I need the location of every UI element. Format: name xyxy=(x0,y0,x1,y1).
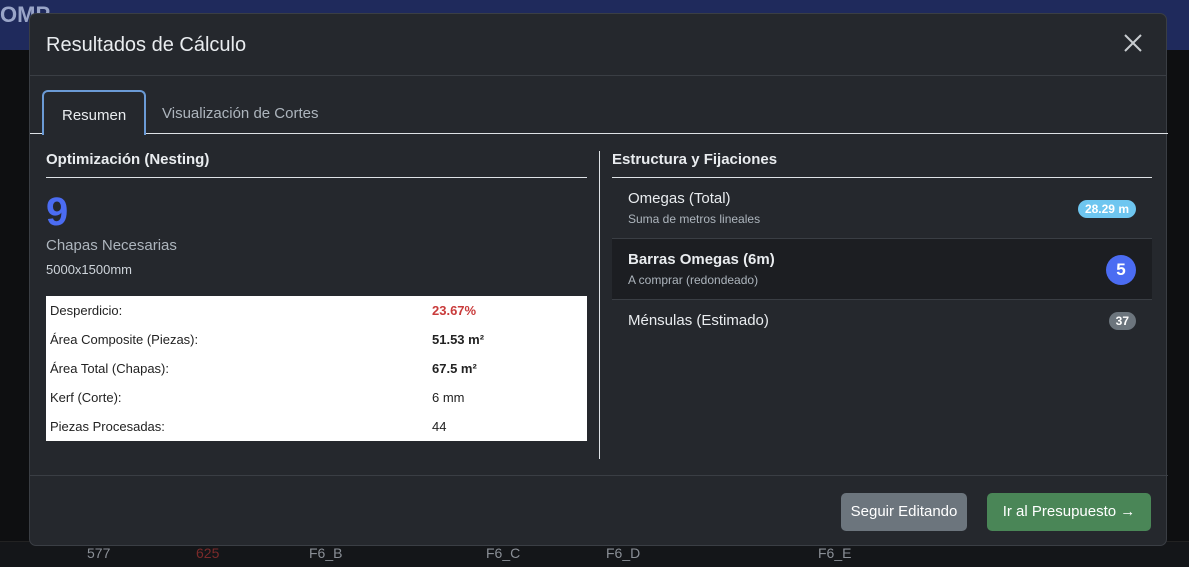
nesting-table: Desperdicio: 23.67% Área Composite (Pieza… xyxy=(46,296,587,441)
row-value: 51.53 m² xyxy=(432,332,485,347)
bg-label: 625 xyxy=(196,545,220,561)
table-row: Área Total (Chapas): 67.5 m² xyxy=(46,354,587,383)
row-label: Piezas Procesadas: xyxy=(50,419,165,434)
row-value: 23.67% xyxy=(432,303,477,318)
tab-bar: Resumen Visualización de Cortes xyxy=(30,90,1168,135)
item-name: Ménsulas (Estimado) xyxy=(628,312,769,329)
bg-label: F6_C xyxy=(486,545,521,561)
table-row: Área Composite (Piezas): 51.53 m² xyxy=(46,325,587,354)
row-label: Área Composite (Piezas): xyxy=(50,332,199,347)
sheets-label: Chapas Necesarias xyxy=(46,237,177,254)
table-row: Piezas Procesadas: 44 xyxy=(46,412,587,441)
bg-label: F6_E xyxy=(818,545,852,561)
row-label: Kerf (Corte): xyxy=(50,390,122,405)
bars-badge: 5 xyxy=(1106,255,1136,285)
item-sub: Suma de metros lineales xyxy=(628,212,761,226)
row-label: Área Total (Chapas): xyxy=(50,361,169,376)
nesting-heading: Optimización (Nesting) xyxy=(46,151,587,178)
omegas-badge: 28.29 m xyxy=(1077,200,1136,218)
brackets-badge: 37 xyxy=(1108,312,1136,330)
nesting-panel: Optimización (Nesting) 9 Chapas Necesari… xyxy=(46,151,587,441)
close-icon[interactable] xyxy=(1122,32,1144,54)
modal-footer: Seguir Editando Ir al Presupuesto → xyxy=(30,475,1168,547)
results-modal: Resultados de Cálculo Resumen Visualizac… xyxy=(29,13,1168,547)
column-divider xyxy=(599,151,600,459)
modal-title: Resultados de Cálculo xyxy=(46,34,247,56)
item-sub: A comprar (redondeado) xyxy=(628,273,759,287)
tab-visualizacion-cortes[interactable]: Visualización de Cortes xyxy=(162,105,319,122)
sheets-count: 9 xyxy=(46,190,69,234)
row-value: 6 mm xyxy=(432,390,465,405)
item-name: Omegas (Total) xyxy=(628,190,731,207)
modal-header: Resultados de Cálculo xyxy=(30,14,1166,76)
go-to-budget-button[interactable]: Ir al Presupuesto → xyxy=(987,493,1151,531)
list-item: Omegas (Total) Suma de metros lineales 2… xyxy=(612,178,1152,239)
row-value: 44 xyxy=(432,419,447,434)
list-item: Ménsulas (Estimado) 37 xyxy=(612,300,1152,361)
tab-resumen[interactable]: Resumen xyxy=(42,90,147,135)
row-value: 67.5 m² xyxy=(432,361,477,376)
table-row: Kerf (Corte): 6 mm xyxy=(46,383,587,412)
table-row: Desperdicio: 23.67% xyxy=(46,296,587,325)
bg-label: F6_B xyxy=(309,545,343,561)
item-name: Barras Omegas (6m) xyxy=(628,251,775,268)
sheet-size: 5000x1500mm xyxy=(46,262,132,277)
structure-heading: Estructura y Fijaciones xyxy=(612,151,1152,178)
bg-label: F6_D xyxy=(606,545,641,561)
list-item: Barras Omegas (6m) A comprar (redondeado… xyxy=(612,239,1152,300)
keep-editing-button[interactable]: Seguir Editando xyxy=(841,493,967,531)
row-label: Desperdicio: xyxy=(50,303,123,318)
bg-label: 577 xyxy=(87,545,111,561)
structure-panel: Estructura y Fijaciones Omegas (Total) S… xyxy=(612,151,1152,361)
